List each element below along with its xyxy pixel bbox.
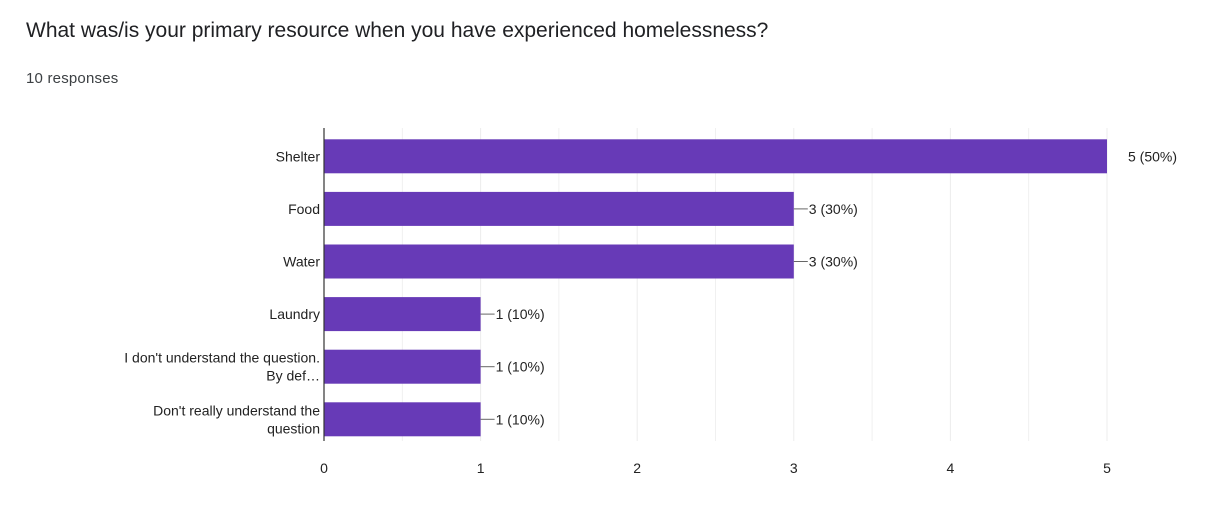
question-title: What was/is your primary resource when y… xyxy=(26,19,769,42)
category-label: Water xyxy=(283,254,320,270)
x-tick-label: 5 xyxy=(1103,460,1111,476)
x-tick-label: 1 xyxy=(477,460,485,476)
x-tick-label: 0 xyxy=(320,460,328,476)
category-label: Don't really understand the question xyxy=(153,402,320,436)
category-label: Shelter xyxy=(276,148,321,164)
x-tick-label: 2 xyxy=(633,460,641,476)
x-tick-label: 4 xyxy=(947,460,955,476)
data-label: 1 (10%) xyxy=(496,306,545,322)
bar xyxy=(324,139,1107,174)
data-label: 3 (30%) xyxy=(809,201,858,217)
category-label: I don't understand the question. By def… xyxy=(124,350,320,384)
data-label: 1 (10%) xyxy=(496,411,545,427)
bar xyxy=(324,297,481,332)
x-tick-label: 3 xyxy=(790,460,798,476)
bar xyxy=(324,349,481,384)
data-label: 5 (50%) xyxy=(1128,148,1177,164)
response-count: 10 responses xyxy=(26,70,119,87)
bar xyxy=(324,402,481,437)
category-label: Food xyxy=(288,201,320,217)
data-label: 1 (10%) xyxy=(496,359,545,375)
category-label: Laundry xyxy=(269,306,320,322)
bar xyxy=(324,244,794,279)
data-label: 3 (30%) xyxy=(809,254,858,270)
bar xyxy=(324,191,794,226)
